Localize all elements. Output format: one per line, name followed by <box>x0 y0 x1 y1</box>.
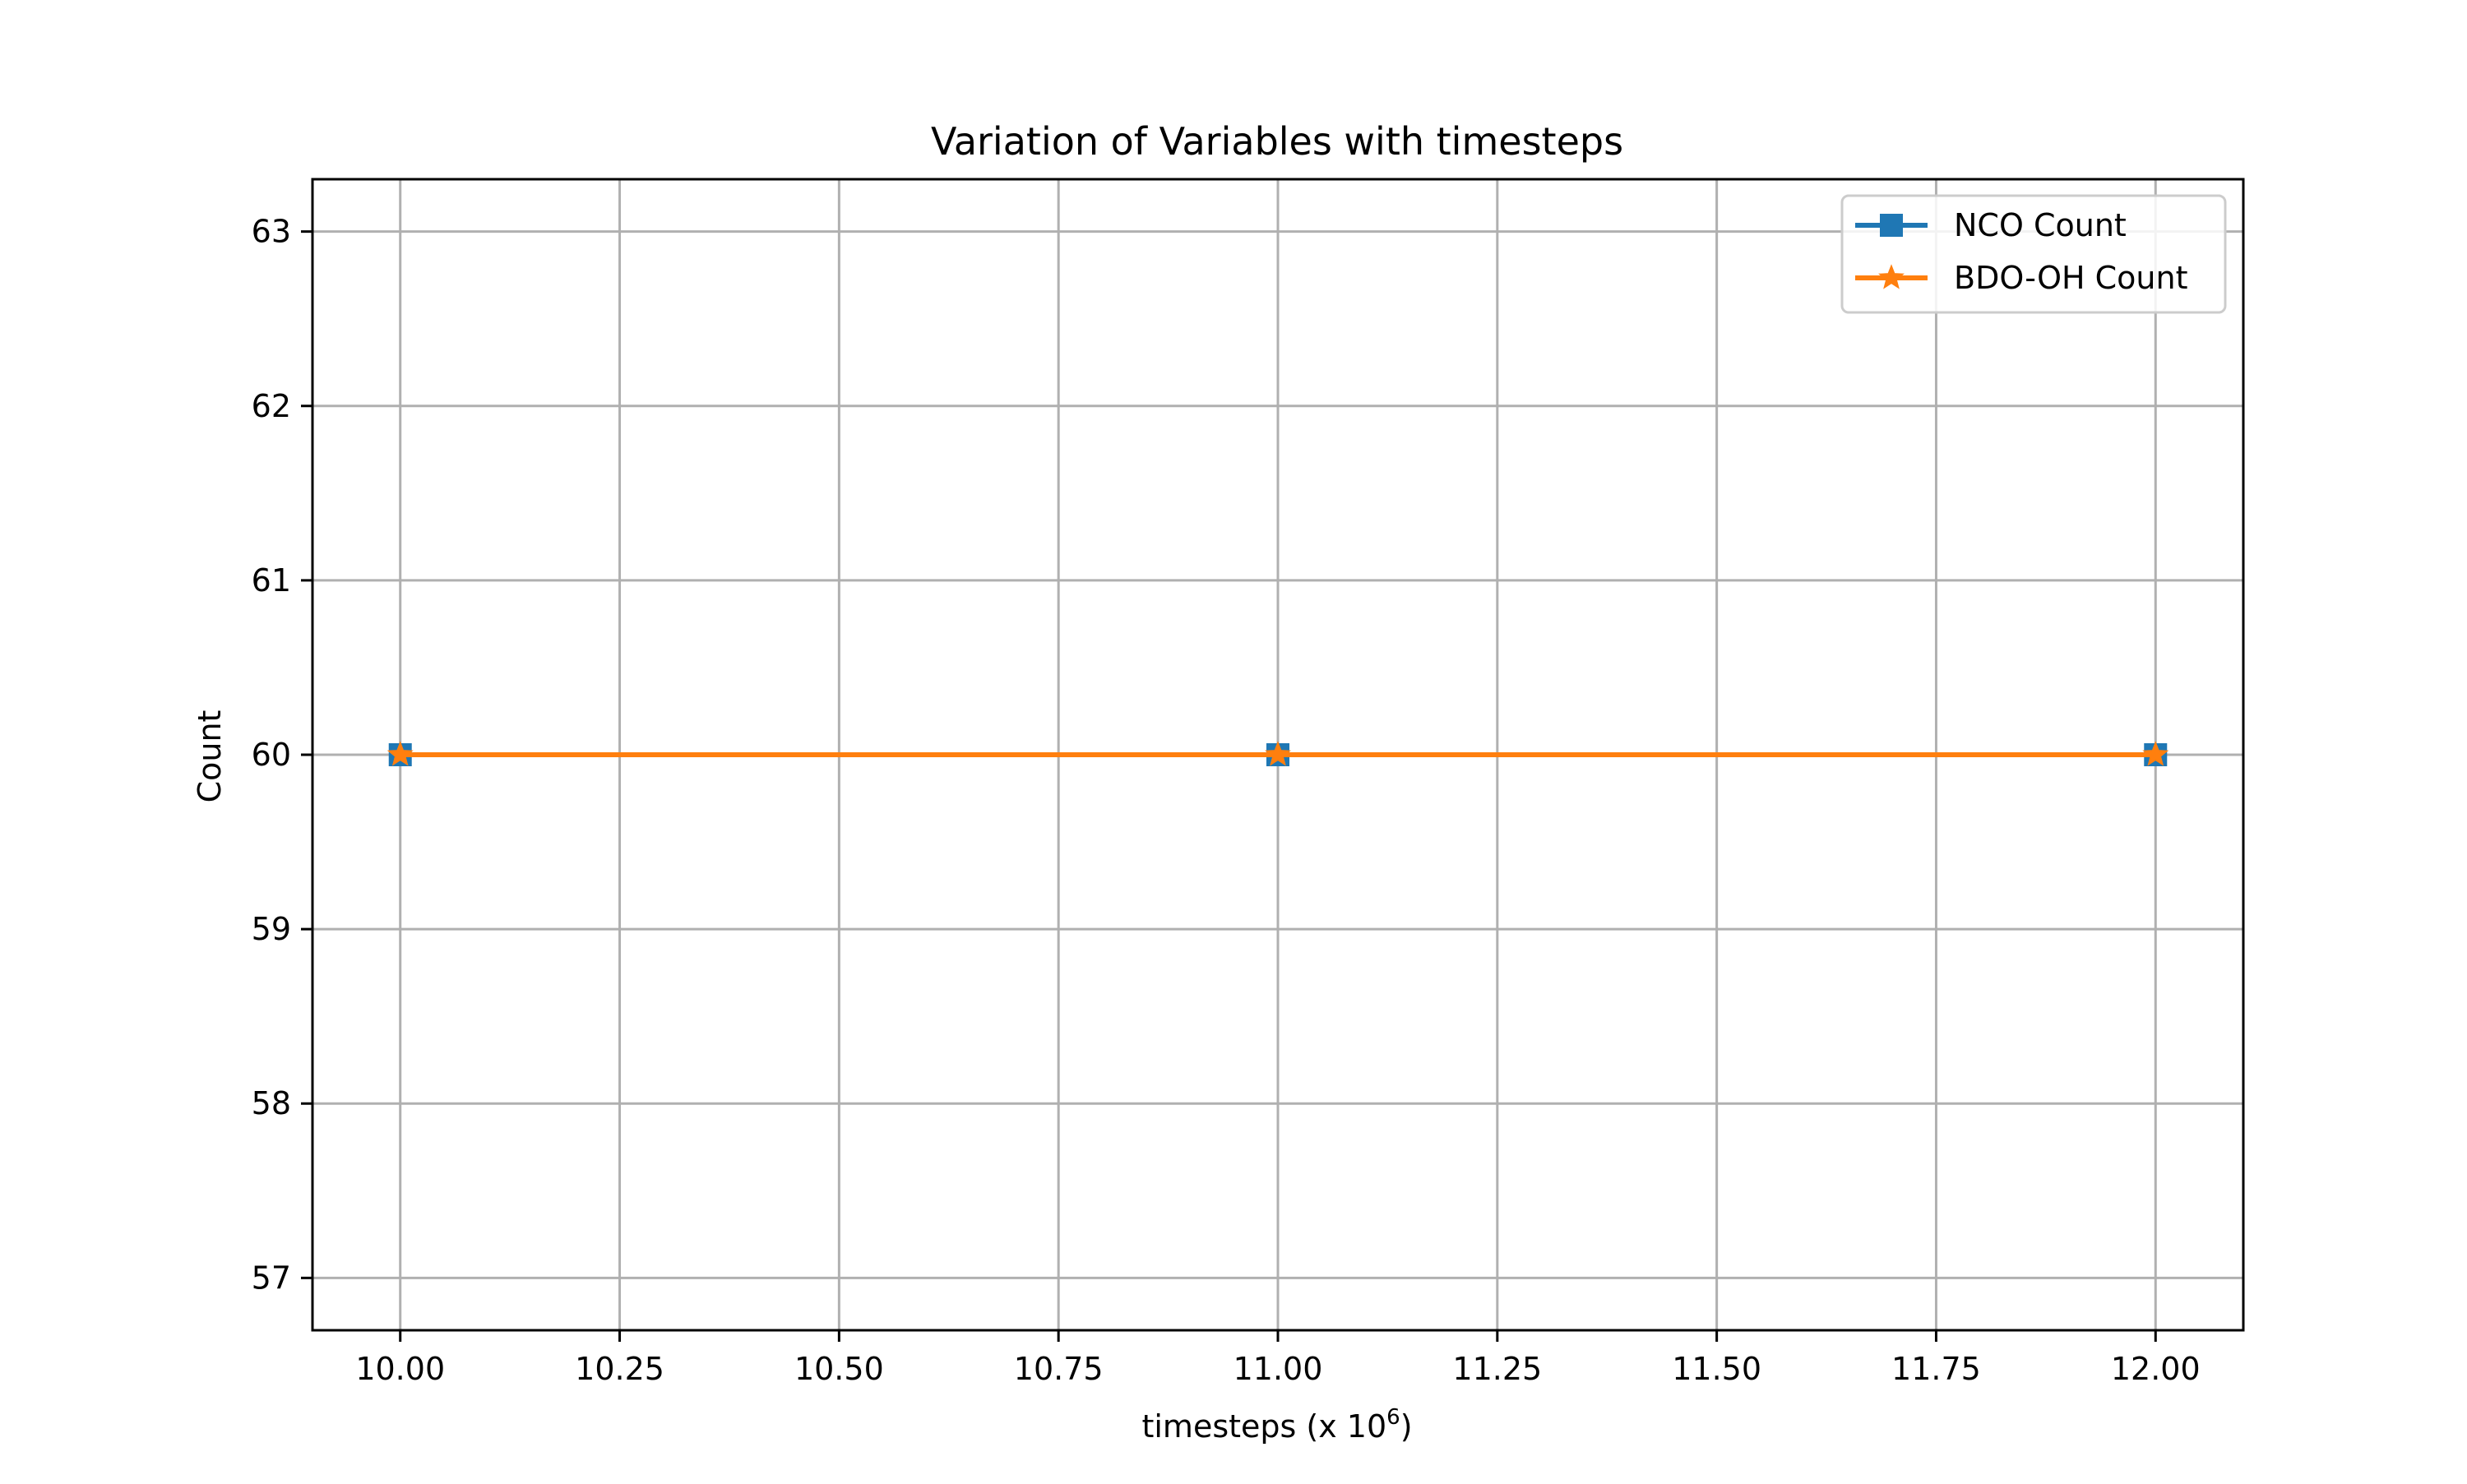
x-tick-label: 11.25 <box>1452 1351 1542 1387</box>
x-tick-label: 10.75 <box>1014 1351 1104 1387</box>
legend-label-bdo-oh-count: BDO-OH Count <box>1954 260 2187 296</box>
plot-frame <box>311 178 2245 1332</box>
x-axis-label-superscript: 6 <box>1386 1405 1400 1430</box>
y-tick-label: 61 <box>252 562 291 599</box>
x-axis-label: timesteps (x 106) <box>1141 1405 1412 1445</box>
axes: 10.00 10.25 10.50 10.75 11.00 11.25 11.50 11.75… <box>252 178 2245 1387</box>
legend: NCO Count BDO-OH Count <box>1840 194 2227 314</box>
y-axis-label: Count <box>192 710 228 803</box>
x-tick-label: 10.00 <box>355 1351 445 1387</box>
series-layer <box>386 741 2169 766</box>
x-tick-label: 11.75 <box>1891 1351 1981 1387</box>
legend-label-nco-count: NCO Count <box>1954 207 2127 243</box>
y-tick-label: 62 <box>252 388 291 424</box>
legend-marker-bdo-oh-count <box>1878 264 1905 289</box>
x-tick-label: 11.50 <box>1672 1351 1761 1387</box>
data-point-bdo-oh-count <box>2142 741 2169 766</box>
data-point-bdo-oh-count <box>386 741 414 766</box>
legend-marker-nco-count <box>1880 214 1903 237</box>
y-tick-label: 60 <box>252 737 291 773</box>
legend-box <box>1840 194 2227 314</box>
y-tick-label: 58 <box>252 1085 291 1121</box>
x-axis-label-main: timesteps (x 10 <box>1141 1408 1386 1445</box>
chart-title: Variation of Variables with timesteps <box>931 119 1623 164</box>
x-tick-label: 10.25 <box>575 1351 664 1387</box>
x-tick-label: 12.00 <box>2111 1351 2201 1387</box>
y-tick-label: 59 <box>252 911 291 947</box>
y-tick-label: 57 <box>252 1260 291 1296</box>
data-point-bdo-oh-count <box>1265 741 1291 766</box>
x-tick-label: 11.00 <box>1234 1351 1323 1387</box>
y-tick-label: 63 <box>252 214 291 250</box>
x-tick-label: 10.50 <box>794 1351 884 1387</box>
series-bdo-oh-count <box>386 741 2169 766</box>
x-axis-label-suffix: ) <box>1400 1408 1413 1445</box>
